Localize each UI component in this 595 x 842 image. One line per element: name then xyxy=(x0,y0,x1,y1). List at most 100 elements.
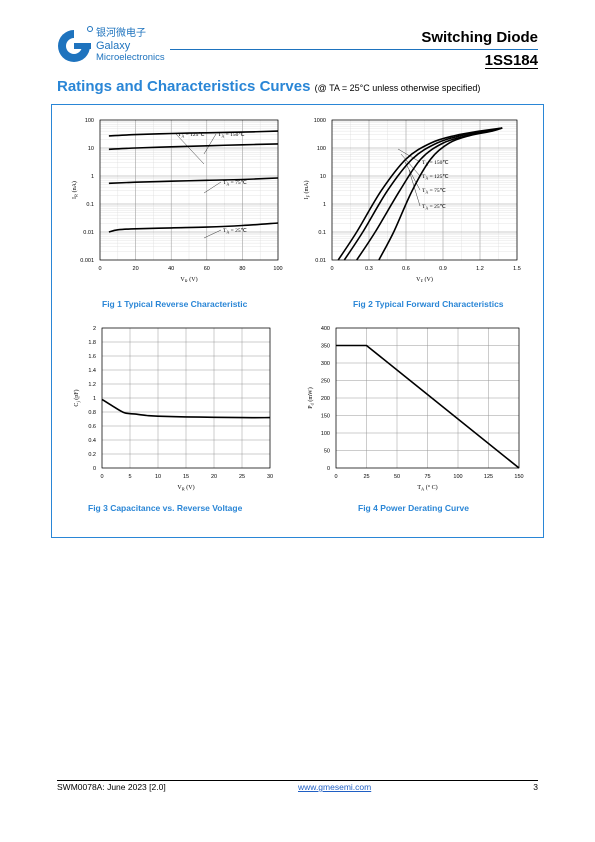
fig2-ytick-label: 10 xyxy=(320,174,326,180)
svg-text:Microelectronics: Microelectronics xyxy=(96,52,165,63)
fig4-ytick-label: 150 xyxy=(321,414,330,420)
fig3-ytick-label: 0.8 xyxy=(88,410,96,416)
section-title: Ratings and Characteristics Curves xyxy=(57,78,311,95)
fig2-ylabel: IF (mA) xyxy=(303,180,311,199)
fig2-ytick-label: 100 xyxy=(317,146,326,152)
fig1-ytick-label: 100 xyxy=(85,118,94,124)
svg-text:银河微电子: 银河微电子 xyxy=(96,26,146,39)
fig1-series-line xyxy=(108,177,279,185)
fig4-ytick-label: 350 xyxy=(321,344,330,350)
fig3-xtick-label: 10 xyxy=(155,474,161,480)
fig3-xtick-label: 0 xyxy=(100,474,103,480)
fig3-xtick-label: 20 xyxy=(211,474,217,480)
footer-page: 3 xyxy=(533,782,538,792)
fig1-series-line xyxy=(108,222,279,233)
fig1-series-line xyxy=(108,130,279,137)
fig4-xtick-label: 50 xyxy=(394,474,400,480)
fig4-xtick-label: 75 xyxy=(424,474,430,480)
fig3-ytick-label: 1.8 xyxy=(88,340,96,346)
fig1-legend-leader xyxy=(175,133,205,165)
fig1-xlabel: VR (V) xyxy=(180,276,197,282)
fig3-plot-frame xyxy=(101,327,271,469)
fig1-series-label: TA = 125℃ xyxy=(178,132,205,139)
fig3-ylabel: Cj (pF) xyxy=(73,389,81,406)
fig1-series-label: TA = 75℃ xyxy=(223,180,248,187)
fig4-series-line xyxy=(336,344,520,469)
section-heading: Ratings and Characteristics Curves (@ TA… xyxy=(57,78,480,95)
fig4-xtick-label: 0 xyxy=(334,474,337,480)
fig1-ylabel: IR (nA) xyxy=(71,181,79,199)
fig4-xtick-label: 100 xyxy=(453,474,462,480)
fig3-ytick-label: 0 xyxy=(93,466,96,472)
fig4-ytick-label: 250 xyxy=(321,379,330,385)
fig3-xtick-label: 5 xyxy=(128,474,131,480)
fig3-grid xyxy=(101,327,271,469)
fig2-legend-leader xyxy=(397,148,421,163)
fig4-ytick-label: 0 xyxy=(327,466,330,472)
fig1-xtick-label: 60 xyxy=(204,266,210,272)
fig4-svg: 0 50 100 150 200 250 300 350 400 0 25 50 75 100 125 150… xyxy=(307,326,524,492)
fig4-grid xyxy=(335,327,520,469)
fig2-xtick-label: 0.6 xyxy=(402,266,410,272)
fig1-chart: 0.001 0.01 0.1 1 10 100 0 20 40 60 80 100 TA = 150℃ T… xyxy=(56,112,291,282)
footer-doc: SWM0078A: June 2023 [2.0] xyxy=(57,782,166,792)
fig2-legend-leader xyxy=(400,153,421,177)
fig2-xtick-label: 0.3 xyxy=(365,266,373,272)
galaxy-logo: 银河微电子 Galaxy Microelectronics xyxy=(58,26,165,63)
fig1-ytick-label: 0.1 xyxy=(86,202,94,208)
fig3-ytick-label: 0.6 xyxy=(88,424,96,430)
footer-link-wrap: www.gmesemi.com xyxy=(298,782,371,792)
fig2-series-label: TA = 75℃ xyxy=(422,188,447,195)
fig3-ytick-label: 1 xyxy=(93,396,96,402)
fig1-xtick-label: 0 xyxy=(98,266,101,272)
fig1-legend-leader xyxy=(203,181,222,194)
fig1-svg: 0.001 0.01 0.1 1 10 100 0 20 40 60 80 100 TA = 150℃ T… xyxy=(71,118,283,282)
fig2-ytick-label: 1000 xyxy=(314,118,326,124)
fig4-caption: Fig 4 Power Derating Curve xyxy=(358,503,469,513)
fig4-xtick-label: 25 xyxy=(363,474,369,480)
fig4-ytick-label: 300 xyxy=(321,361,330,367)
header-rule-black xyxy=(485,68,538,69)
fig3-chart: 0 0.2 0.4 0.6 0.8 1 1.2 1.4 1.6 1.8 2 0 5 10 15 20 25 30 V… xyxy=(56,322,291,492)
fig4-xlabel: TA (° C) xyxy=(417,484,437,492)
fig4-ytick-label: 50 xyxy=(324,449,330,455)
fig2-legend-leader xyxy=(408,169,421,207)
fig3-ytick-label: 2 xyxy=(93,326,96,332)
fig2-ytick-label: 0.1 xyxy=(318,230,326,236)
fig1-xtick-label: 100 xyxy=(273,266,282,272)
fig3-ytick-label: 0.2 xyxy=(88,452,96,458)
fig3-ytick-label: 1.2 xyxy=(88,382,96,388)
fig4-ytick-label: 200 xyxy=(321,396,330,402)
fig2-xtick-label: 0 xyxy=(330,266,333,272)
fig2-ytick-label: 1 xyxy=(323,202,326,208)
section-note: (@ TA = 25°C unless otherwise specified) xyxy=(314,83,481,93)
fig2-plot-frame xyxy=(331,119,518,261)
fig4-ylabel: Pd (mW) xyxy=(307,387,315,408)
fig4-ytick-label: 100 xyxy=(321,431,330,437)
fig1-ytick-label: 0.01 xyxy=(83,230,94,236)
fig3-xlabel: VR (V) xyxy=(177,484,194,492)
fig2-chart: 0.01 0.1 1 10 100 1000 0 0.3 0.6 0.9 1.2 1.5 TA = 15… xyxy=(298,112,533,282)
fig1-grid xyxy=(99,119,279,261)
fig2-series-label: TA = 125℃ xyxy=(422,174,449,181)
fig4-plot-frame xyxy=(335,327,520,469)
fig1-ytick-label: 1 xyxy=(91,174,94,180)
part-number: 1SS184 xyxy=(484,52,538,69)
fig1-ytick-label: 10 xyxy=(88,146,94,152)
fig3-xtick-label: 30 xyxy=(267,474,273,480)
fig2-xlabel: VF (V) xyxy=(416,276,433,282)
footer-link[interactable]: www.gmesemi.com xyxy=(298,782,372,792)
fig1-series-label: TA = 150℃ xyxy=(218,132,245,139)
fig2-series-label: TA = 25℃ xyxy=(422,204,447,211)
fig1-legend-leader xyxy=(203,229,222,239)
figures-frame xyxy=(51,104,544,538)
fig1-xtick-label: 20 xyxy=(133,266,139,272)
fig1-caption: Fig 1 Typical Reverse Characteristic xyxy=(102,299,248,309)
fig3-ytick-label: 1.6 xyxy=(88,354,96,360)
fig2-legend-leader xyxy=(404,161,421,191)
fig1-xtick-label: 40 xyxy=(168,266,174,272)
fig1-legend-leader xyxy=(203,133,217,155)
svg-text:Galaxy: Galaxy xyxy=(96,40,131,52)
fig3-xtick-label: 15 xyxy=(183,474,189,480)
